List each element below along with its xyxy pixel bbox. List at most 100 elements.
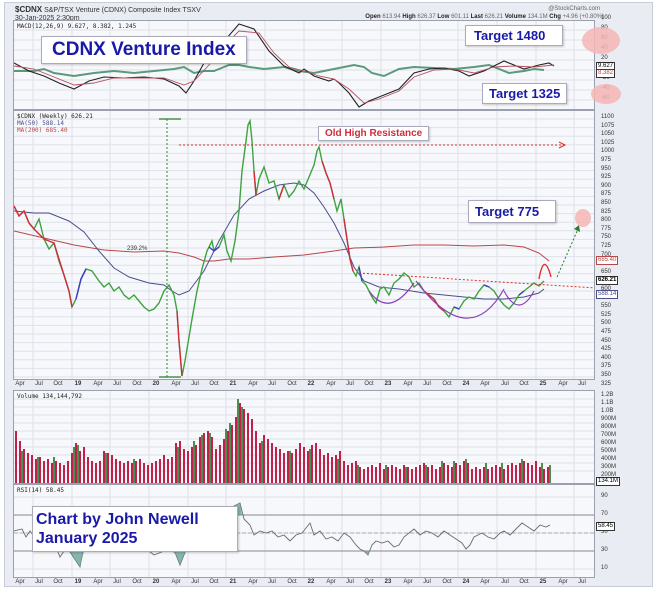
volume-tick: 500M: [601, 448, 617, 454]
macd-tick: 20: [601, 55, 608, 61]
price-tick: 450: [601, 337, 612, 344]
high-value: 626.37: [417, 14, 436, 20]
volume-label: Volume: [504, 14, 526, 20]
rsi-y-axis: 90 70 50 30 10: [596, 484, 646, 578]
rsi-tick: 70: [601, 511, 608, 517]
x-tick: Apr: [171, 381, 181, 387]
price-tick: 725: [601, 243, 612, 249]
stockcharts-credit: @StockCharts.com: [548, 6, 600, 12]
x-tick: Apr: [326, 579, 336, 585]
x-tick: 21: [229, 381, 237, 387]
volume-value-tag: 134.1M: [596, 477, 621, 486]
target-775-marker: [575, 209, 591, 227]
x-tick: Jul: [268, 579, 276, 585]
price-tick: 1000: [601, 148, 615, 155]
price-tick: 825: [601, 208, 612, 215]
rsi-value-tag: 58.45: [596, 522, 616, 531]
chart-header: $CDNX S&P/TSX Venture (CDNX) Composite I…: [15, 6, 201, 23]
x-tick: Oct: [53, 579, 63, 585]
volume-up-bars: [21, 399, 551, 483]
price-tick: 475: [601, 329, 612, 335]
volume-down-bars: [15, 403, 549, 483]
author-line1: Chart by John Newell: [36, 511, 199, 528]
price-x-axis: Apr Jul Oct 19 Apr Jul Oct 20 Apr Jul Oc…: [13, 380, 595, 389]
rally-pct-label: 239.2%: [127, 246, 148, 252]
open-label: Open: [365, 14, 381, 20]
volume-tick: 800M: [601, 424, 617, 430]
x-tick: Jul: [35, 579, 43, 585]
x-tick: Apr: [403, 381, 413, 387]
x-tick: Apr: [480, 381, 490, 387]
ma50-legend: MA(50) 588.14: [17, 120, 64, 127]
target-1480-marker: [582, 27, 620, 54]
x-tick: Oct: [209, 579, 219, 585]
volume-panel: Volume 134,144,792: [13, 390, 595, 484]
rsi-tick: 90: [601, 493, 608, 499]
price-tick: 950: [601, 165, 612, 172]
resistance-arrowhead: [558, 141, 567, 149]
price-tick: 1075: [601, 122, 615, 129]
price-tick: 600: [601, 286, 612, 292]
macd-tick: 100: [601, 15, 612, 21]
price-tick: 525: [601, 311, 612, 318]
volume-tick: 400M: [601, 456, 617, 462]
x-tick: 24: [462, 381, 470, 387]
target-arrowhead: [574, 225, 580, 232]
target-1480-label: Target 1480: [465, 25, 563, 46]
title-annotation: CDNX Venture Index: [41, 36, 247, 64]
price-tick: 975: [601, 157, 612, 163]
price-panel: $CDNX (Weekly) 626.21 MA(50) 588.14 MA(2…: [13, 110, 595, 380]
x-tick: Jul: [501, 579, 509, 585]
old-high-resistance-label: Old High Resistance: [318, 126, 430, 141]
x-tick: Apr: [15, 381, 25, 387]
quote-summary: Open 613.94 High 626.37 Low 601.11 Last …: [365, 14, 604, 20]
price-down-segments: [14, 160, 445, 377]
price-legend: $CDNX (Weekly) 626.21 MA(50) 588.14 MA(2…: [17, 113, 93, 134]
price-tick: 550: [601, 303, 612, 310]
price-tick: 650: [601, 268, 612, 275]
x-tick: Oct: [364, 579, 374, 585]
x-tick: 25: [539, 579, 547, 585]
low-value: 601.11: [451, 14, 469, 20]
right-shoulder-arc: [503, 290, 535, 306]
signal-value-tag: 8.382: [596, 69, 616, 78]
rsi-tick: 10: [601, 565, 608, 571]
price-legend-main: $CDNX (Weekly) 626.21: [17, 113, 93, 120]
x-tick: Apr: [93, 381, 103, 387]
rsi-x-axis: Apr Jul Oct 19 Apr Jul Oct 20 Apr Jul Oc…: [13, 578, 595, 587]
rsi-panel: RSI(14) 58.45: [13, 484, 595, 578]
ma200-legend: MA(200) 685.40: [17, 127, 68, 134]
x-tick: Apr: [558, 381, 568, 387]
price-tick: 1025: [601, 139, 615, 146]
x-tick: 24: [462, 579, 470, 585]
left-shoulder-arc: [368, 282, 415, 304]
x-tick: 20: [152, 381, 160, 387]
price-tick: 425: [601, 346, 612, 353]
volume-value: 134.1M: [527, 14, 548, 20]
x-tick: Jul: [501, 381, 509, 387]
x-tick: Jul: [191, 579, 199, 585]
x-tick: Apr: [403, 579, 413, 585]
author-line2: January 2025: [36, 530, 138, 547]
chg-value: +4.96 (+0.80%): [562, 14, 604, 20]
macd-tick: -20: [601, 75, 610, 81]
volume-legend: Volume 134,144,792: [17, 393, 83, 400]
price-tick: 325: [601, 380, 612, 387]
handle-arc: [538, 263, 552, 280]
x-tick: Oct: [519, 579, 529, 585]
price-tick: 500: [601, 320, 612, 327]
x-tick: Apr: [480, 579, 490, 585]
datetime: 30-Jan-2025 2:30pm: [15, 15, 80, 22]
symbol-description: S&P/TSX Venture (CDNX) Composite Index T…: [44, 7, 201, 14]
x-tick: Apr: [171, 579, 181, 585]
x-tick: Oct: [442, 381, 452, 387]
x-tick: Oct: [53, 381, 63, 387]
low-label: Low: [437, 14, 450, 20]
x-tick: 23: [384, 381, 392, 387]
x-tick: Jul: [423, 381, 431, 387]
x-tick: Jul: [423, 579, 431, 585]
price-neutral-segments: [75, 246, 525, 310]
head-arc: [415, 280, 505, 319]
x-tick: Oct: [132, 579, 142, 585]
x-tick: Jul: [578, 579, 586, 585]
